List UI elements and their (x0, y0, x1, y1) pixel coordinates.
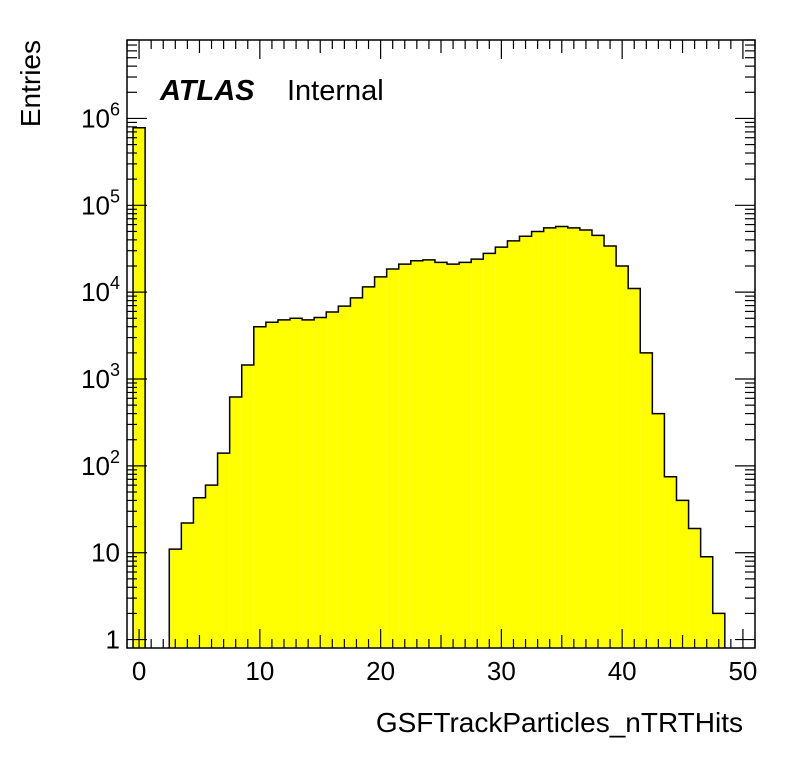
histogram-bar (604, 245, 617, 648)
y-tick-label: 102 (81, 447, 120, 481)
histogram-bar (543, 227, 556, 648)
histogram-bar (374, 276, 387, 648)
histogram-bar (495, 247, 508, 648)
histogram-bar (471, 259, 484, 648)
atlas-status-label: Internal (287, 75, 384, 107)
histogram-bar (447, 264, 460, 648)
histogram-bar (483, 253, 496, 648)
histogram-bar (531, 231, 544, 649)
y-tick-label: 106 (81, 99, 120, 133)
x-tick-label: 30 (487, 656, 516, 686)
histogram-bar (410, 260, 423, 648)
histogram-bar (205, 485, 218, 648)
histogram-bar (591, 235, 605, 649)
histogram-bar (265, 322, 278, 648)
histogram-bar (169, 549, 182, 648)
histogram-bar (616, 266, 629, 648)
histogram-bar (326, 312, 339, 648)
histogram-bar (229, 397, 242, 648)
histogram-bars (133, 127, 725, 649)
histogram-bar (398, 264, 411, 648)
histogram-bar (386, 268, 399, 648)
histogram-bar (688, 528, 701, 648)
histogram-bar (314, 317, 327, 648)
x-tick-label: 10 (245, 656, 274, 686)
histogram-bar (712, 613, 725, 648)
histogram-bar (652, 413, 665, 648)
x-tick-label: 40 (608, 656, 637, 686)
histogram-bar (338, 306, 351, 648)
y-tick-label: 1 (106, 625, 120, 655)
histogram-bar (362, 286, 375, 648)
x-axis-label: GSFTrackParticles_nTRTHits (376, 707, 743, 738)
histogram-bar (567, 227, 580, 648)
histogram-bar (579, 229, 592, 648)
axis-ticks (126, 39, 756, 648)
histogram-bar (181, 522, 194, 648)
histogram-bar (664, 476, 677, 648)
histogram-bar (507, 240, 520, 648)
histogram-bar (519, 236, 532, 649)
y-tick-label: 103 (81, 360, 120, 394)
histogram-bar (555, 226, 568, 648)
histogram-bar (290, 318, 303, 648)
x-tick-label: 50 (728, 656, 757, 686)
y-tick-label: 10 (91, 538, 120, 568)
y-tick-label: 105 (81, 186, 120, 220)
histogram-bar (640, 352, 653, 648)
histogram-bar (434, 262, 448, 648)
histogram-bar (133, 127, 146, 648)
histogram-bar (277, 319, 291, 648)
x-tick-label: 0 (132, 656, 146, 686)
atlas-label: ATLAS (159, 75, 255, 107)
histogram-bar (676, 500, 689, 648)
histogram-bar (350, 297, 363, 648)
histogram-bar (422, 259, 435, 648)
histogram-bar (217, 453, 230, 648)
x-tick-labels: 0 10 20 30 40 50 (132, 656, 758, 686)
histogram-bar (241, 364, 254, 648)
histogram-bar (253, 326, 266, 648)
x-tick-label: 20 (366, 656, 395, 686)
histogram-bar (193, 497, 206, 648)
y-tick-labels: 1 10 102 103 104 105 106 (81, 99, 120, 654)
y-tick-label: 104 (81, 273, 120, 307)
y-axis-label: Entries (15, 40, 46, 127)
histogram-bar (700, 556, 713, 648)
histogram-bar (459, 262, 472, 648)
histogram-bar (302, 319, 315, 648)
histogram-bar (628, 288, 641, 648)
